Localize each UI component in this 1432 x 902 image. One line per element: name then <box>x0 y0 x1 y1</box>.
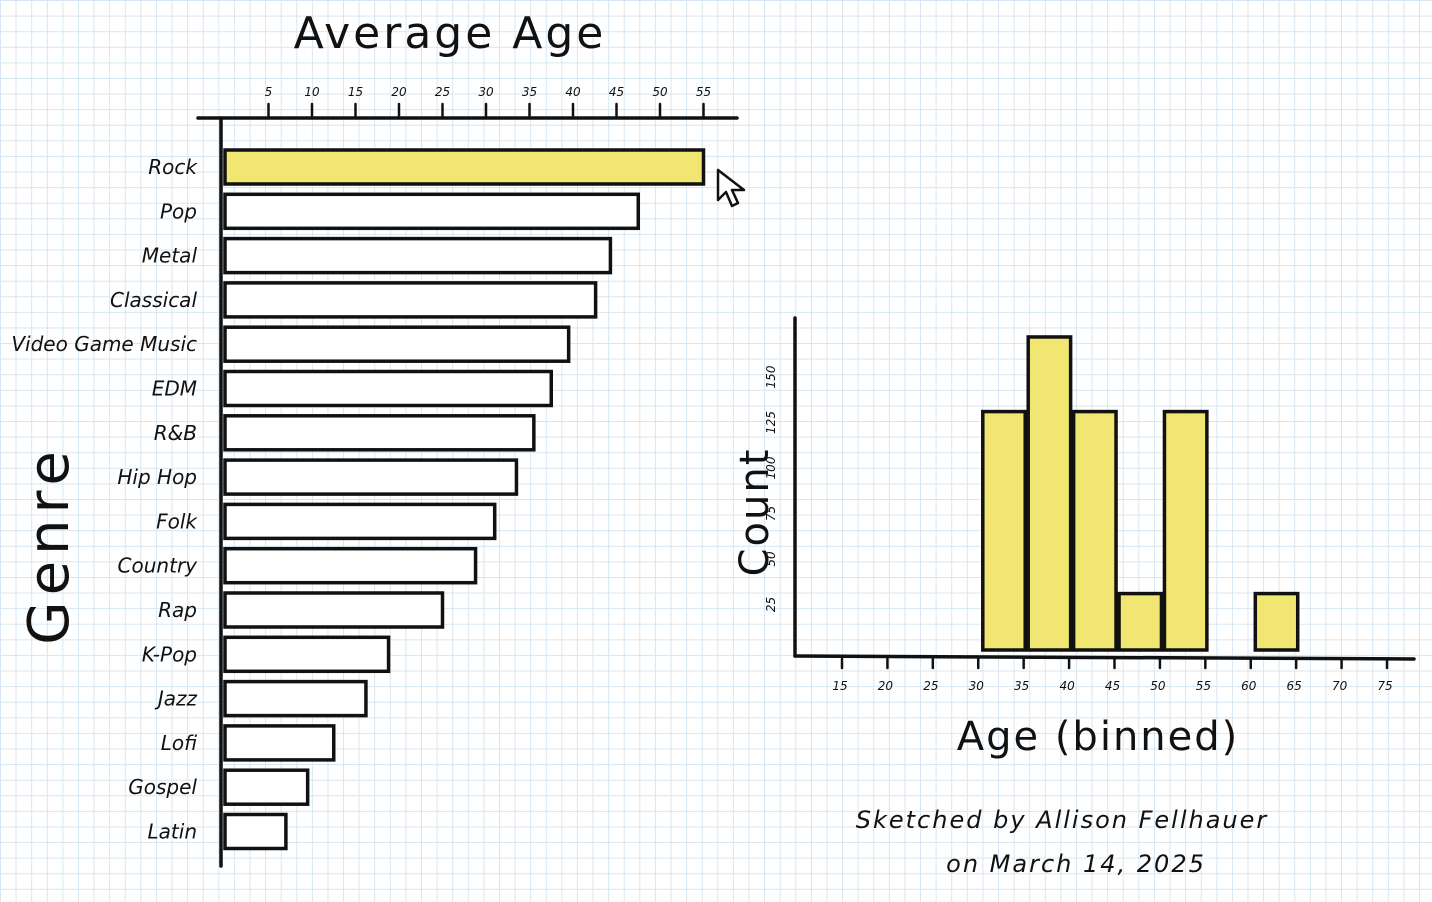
bar-jazz <box>223 679 368 718</box>
bar-edm <box>223 369 553 408</box>
category-label: Rap <box>158 598 197 622</box>
bar-gospel <box>223 768 310 806</box>
category-label: Country <box>118 554 199 578</box>
category-label: Metal <box>142 244 198 268</box>
hist-x-tick-label: 30 <box>969 679 985 693</box>
x-tick-label: 50 <box>652 85 668 99</box>
hist-bar <box>1071 409 1118 652</box>
hist-y-axis-title: Count <box>732 448 778 577</box>
hist-x-tick-group: 15 20 25 30 35 40 45 50 55 60 65 70 75 <box>832 657 1393 693</box>
hist-y-tick-label: 75 <box>764 506 778 521</box>
bar-hip-hop <box>223 458 519 496</box>
category-label: Video Game Music <box>11 332 197 356</box>
credit-line-2: on March 14, 2025 <box>946 850 1206 878</box>
chart-title: Average Age <box>294 8 607 59</box>
category-label: Folk <box>156 509 198 533</box>
bar-video-game-music <box>223 325 571 363</box>
hist-x-tick-label: 75 <box>1377 679 1392 693</box>
x-tick-label: 10 <box>304 85 320 99</box>
x-tick-label: 55 <box>696 85 711 99</box>
hist-bar <box>1117 591 1164 652</box>
x-tick-label: 30 <box>478 85 494 99</box>
category-label: Jazz <box>154 687 198 711</box>
x-tick-label: 35 <box>522 85 537 99</box>
hist-x-tick-label: 50 <box>1150 679 1166 693</box>
hist-y-tick-label: 100 <box>764 456 778 479</box>
category-label: K-Pop <box>142 642 197 666</box>
bar-latin <box>223 812 288 851</box>
hist-y-tick-label: 125 <box>764 411 778 434</box>
category-label: Pop <box>160 199 197 223</box>
hist-x-tick-label: 20 <box>878 679 894 693</box>
category-label: Hip Hop <box>117 465 197 489</box>
bar-metal <box>223 236 613 275</box>
arrow-cursor-icon <box>716 168 746 208</box>
y-axis-title: Genre <box>17 445 82 645</box>
category-label: R&B <box>154 421 197 445</box>
hist-bar <box>1162 409 1209 652</box>
bar-r-b <box>223 414 536 452</box>
hist-bar <box>1026 335 1073 652</box>
category-label-group: Rock Pop Metal Classical Video Game Music EDM… <box>11 155 198 844</box>
category-label: Rock <box>148 155 198 179</box>
x-tick-label: 45 <box>609 85 624 99</box>
hist-x-tick-label: 65 <box>1287 679 1302 693</box>
hist-bar <box>981 409 1027 652</box>
category-label: Gospel <box>128 775 197 799</box>
hist-y-tick-label: 150 <box>764 365 778 388</box>
credit-line-1: Sketched by Allison Fellhauer <box>856 806 1269 834</box>
category-label: EDM <box>152 377 197 401</box>
category-label: Latin <box>148 820 197 844</box>
hist-x-tick-label: 25 <box>923 679 938 693</box>
age-histogram-chart: 15 20 25 30 35 40 45 50 55 60 65 70 75 25 50 75 100 125 1… <box>732 316 1416 760</box>
hist-x-axis-title: Age (binned) <box>957 714 1240 760</box>
category-label: Lofi <box>161 731 197 755</box>
bar-k-pop <box>223 635 391 674</box>
x-tick-label: 5 <box>265 85 273 99</box>
hist-bar-group <box>981 335 1300 652</box>
average-age-chart: Average Age Genre 5 10 15 20 25 30 35 40 45 50 55 … <box>11 8 739 868</box>
x-tick-group: 5 10 15 20 25 30 35 40 45 50 55 <box>265 85 711 118</box>
x-tick-label: 20 <box>391 85 407 99</box>
hist-x-tick-label: 35 <box>1014 679 1029 693</box>
hist-x-axis-line <box>793 654 1416 661</box>
hist-bar <box>1253 591 1300 652</box>
x-tick-label: 40 <box>565 85 581 99</box>
bar-country <box>223 546 478 585</box>
hist-y-tick-label: 50 <box>764 551 778 567</box>
bar-rap <box>223 591 445 629</box>
bar-classical <box>223 281 598 319</box>
x-tick-label: 15 <box>348 85 363 99</box>
hist-x-tick-label: 70 <box>1332 679 1348 693</box>
bar-pop <box>223 192 640 231</box>
bar-rock <box>223 148 706 186</box>
x-tick-label: 25 <box>435 85 450 99</box>
hist-x-tick-label: 40 <box>1059 679 1075 693</box>
hist-x-tick-label: 55 <box>1196 679 1211 693</box>
category-label: Classical <box>110 288 197 312</box>
hist-x-tick-label: 45 <box>1105 679 1120 693</box>
hist-y-tick-label: 25 <box>764 597 778 612</box>
bar-lofi <box>223 724 336 762</box>
bar-group <box>223 148 706 851</box>
bar-folk <box>223 502 497 541</box>
hist-x-tick-label: 60 <box>1241 679 1257 693</box>
hist-x-tick-label: 15 <box>832 679 847 693</box>
hist-y-tick-group: 25 50 75 100 125 150 <box>764 365 778 612</box>
